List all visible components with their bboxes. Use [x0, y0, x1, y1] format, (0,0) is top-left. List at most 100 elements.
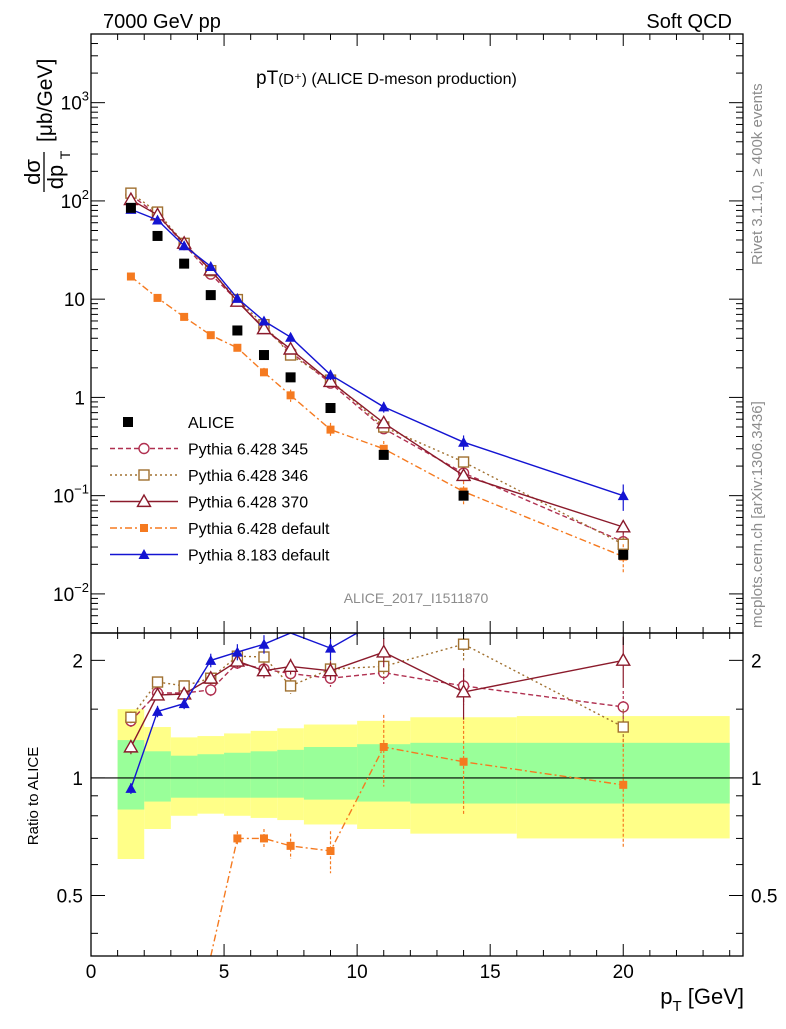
plot-title-particle: (D⁺) [278, 71, 307, 88]
legend-label: Pythia 6.428 370 [188, 495, 308, 512]
series-line [130, 192, 624, 545]
data-point-marker [259, 834, 268, 843]
y-tick-label-left: 0.5 [57, 887, 83, 908]
data-point-marker [457, 456, 470, 468]
data-point-marker [322, 662, 339, 677]
data-point-marker [282, 658, 299, 672]
data-point-marker [126, 272, 135, 281]
data-point-marker [233, 834, 242, 843]
series-line [130, 662, 624, 722]
x-tick-label: 10 [347, 962, 368, 983]
header-right-label: Soft QCD [646, 11, 732, 33]
data-point-marker [617, 490, 629, 501]
legend-marker [138, 549, 150, 559]
data-point-marker [325, 369, 337, 380]
x-tick-label: 5 [219, 962, 230, 983]
upper-y-axis-label: dσ dp T [μb/GeV] [20, 59, 73, 192]
series-pythia-8-183-default [125, 632, 358, 794]
data-point-marker [615, 519, 631, 533]
green-band-segment [170, 755, 198, 798]
data-point-marker [457, 638, 470, 650]
data-point-marker [258, 315, 270, 326]
series-pythia-6-428-370 [123, 191, 631, 535]
data-point-marker [378, 401, 390, 412]
y-tick-label: 10−2 [53, 580, 89, 606]
x-axis-label-unit: [GeV] [682, 984, 744, 1009]
data-point-marker [205, 684, 217, 696]
green-band-segment [516, 742, 730, 804]
legend-marker [140, 524, 148, 532]
legend: ALICE Pythia 6.428 345 Pythia 6.428 346 Pyt… [110, 415, 330, 565]
data-point-marker [282, 341, 299, 355]
data-point-marker [258, 638, 270, 649]
legend-marker [123, 417, 133, 427]
data-point-marker [178, 698, 190, 709]
y-tick-label: 1 [74, 388, 85, 409]
data-point-marker [205, 261, 217, 272]
x-tick-label: 0 [86, 962, 97, 983]
data-point-marker [379, 743, 388, 752]
data-point-marker [152, 214, 164, 225]
alice-data-point [378, 449, 389, 460]
alice-data-point [258, 350, 269, 361]
plot-title-main: pT [256, 68, 279, 89]
data-point-marker [458, 436, 470, 447]
y-tick-label-left: 2 [72, 651, 83, 672]
series-pythia-6-428-370 [123, 636, 631, 755]
ylabel-denominator-sub: T [57, 150, 73, 159]
plot-title: pT(D⁺) (ALICE D-meson production) [256, 68, 517, 89]
legend-label: ALICE [188, 415, 234, 432]
data-point-marker [376, 644, 392, 658]
data-point-marker [205, 654, 217, 665]
data-point-marker [256, 320, 272, 335]
series-line [130, 275, 624, 558]
upper-frame-border [90, 33, 744, 634]
data-point-marker [231, 646, 243, 657]
ylabel-unit: [μb/GeV] [34, 59, 57, 142]
data-point-marker [286, 391, 295, 400]
data-point-marker [326, 846, 335, 855]
y-tick-label: 10 [64, 290, 85, 311]
series-line [130, 194, 624, 543]
side-label-top: Rivet 3.1.10, ≥ 400k events [749, 83, 766, 265]
legend-label: Pythia 8.183 default [188, 548, 330, 565]
green-band-segment [303, 747, 358, 800]
green-band-segment [197, 754, 225, 798]
legend-marker [138, 469, 150, 481]
legend-marker [136, 493, 152, 508]
data-point-marker [231, 292, 243, 303]
series-alice-data [125, 202, 629, 560]
y-tick-label: 10−1 [53, 482, 89, 508]
data-point-marker [203, 670, 219, 684]
data-point-marker [125, 711, 137, 723]
legend-entry-alice: ALICE [123, 415, 234, 432]
upper-series-layer [123, 187, 631, 574]
data-point-marker [284, 680, 297, 692]
data-point-marker [256, 662, 272, 677]
data-point-marker [229, 653, 246, 667]
data-point-marker [152, 705, 164, 716]
legend-label: Pythia 6.428 default [188, 521, 330, 538]
lower-panel-frame: 0 5 10 15 20 0.5 0.5 1 1 2 2 [57, 632, 777, 983]
series-pythia-6-428-default [210, 714, 628, 957]
legend-marker [138, 442, 150, 455]
data-point-marker [153, 293, 162, 302]
data-point-marker [325, 642, 337, 653]
x-tick-label: 15 [480, 962, 501, 983]
lower-frame-border [90, 632, 744, 957]
side-label-bottom: mcplots.cern.ch [arXiv:1306.3436] [749, 401, 766, 628]
alice-data-point [285, 372, 296, 383]
alice-data-point [458, 490, 469, 501]
data-point-marker [123, 739, 139, 753]
data-point-marker [455, 467, 472, 482]
lower-y-axis-label: Ratio to ALICE [25, 747, 42, 845]
green-band-segment [277, 749, 304, 798]
plot-title-rest: (ALICE D-meson production) [307, 71, 517, 88]
uncertainty-bands [91, 709, 743, 860]
data-point-marker [326, 425, 335, 434]
y-tick-label-left: 1 [72, 769, 83, 790]
data-point-marker [285, 331, 297, 342]
data-point-marker [151, 676, 164, 688]
